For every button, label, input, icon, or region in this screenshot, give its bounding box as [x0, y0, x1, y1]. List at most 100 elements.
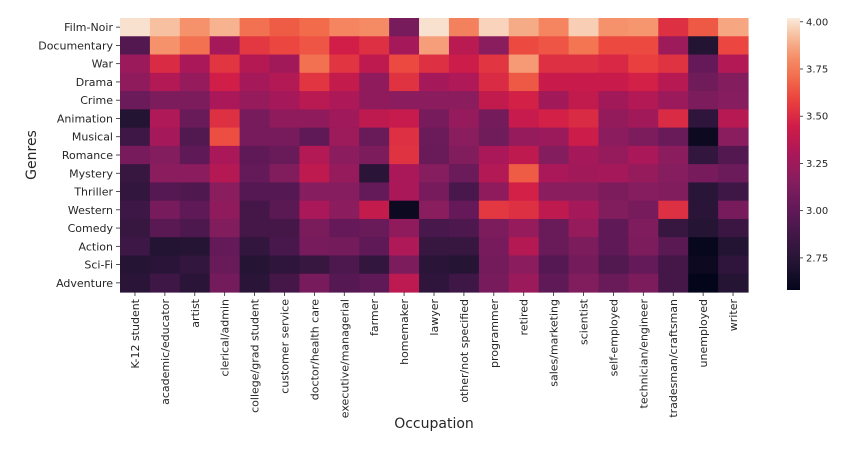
heatmap-cell	[628, 164, 659, 183]
heatmap-cell	[149, 182, 181, 202]
y-tick-label: Thriller	[73, 186, 113, 199]
heatmap-cell	[149, 109, 181, 129]
heatmap-cell	[239, 182, 271, 202]
heatmap-cell	[239, 255, 271, 275]
heatmap-cell	[508, 237, 540, 257]
x-tick-label: other/not specified	[458, 299, 471, 403]
heatmap-cell	[179, 182, 211, 202]
y-tick-label: Comedy	[68, 222, 114, 235]
heatmap-cell	[478, 54, 510, 74]
heatmap-cell	[239, 218, 271, 238]
heatmap-cell	[389, 127, 420, 147]
y-tick-label: Western	[68, 204, 113, 217]
y-tick-label: Romance	[62, 149, 113, 162]
heatmap-cell	[329, 164, 360, 183]
heatmap-cell	[359, 182, 390, 202]
x-tick-label: tradesman/craftsman	[667, 299, 680, 418]
heatmap-cell	[329, 54, 360, 74]
heatmap-cell	[359, 273, 390, 293]
heatmap-cell	[478, 200, 510, 220]
heatmap-cell	[179, 145, 211, 165]
heatmap-cell	[568, 145, 600, 165]
heatmap-cell	[149, 218, 181, 238]
heatmap-cell	[448, 127, 480, 147]
x-tick-label: programmer	[488, 299, 501, 368]
heatmap-cell	[568, 182, 600, 202]
heatmap-cell	[389, 237, 420, 257]
heatmap-cell	[329, 182, 360, 202]
heatmap-cell	[508, 273, 540, 293]
heatmap-cell	[478, 255, 510, 275]
heatmap-cell	[120, 36, 151, 56]
heatmap-cell	[209, 127, 241, 147]
heatmap-cell	[269, 145, 301, 165]
heatmap-cell	[628, 237, 659, 257]
heatmap-cell	[299, 273, 330, 293]
heatmap-cell	[209, 237, 241, 257]
heatmap-cell	[239, 200, 271, 220]
heatmap-cell	[299, 91, 330, 110]
heatmap-cell	[658, 200, 689, 220]
heatmap-cell	[239, 273, 271, 293]
heatmap-cell	[538, 91, 570, 110]
heatmap-cell	[628, 200, 659, 220]
heatmap-cell	[120, 237, 151, 257]
y-tick-label: Drama	[76, 76, 113, 89]
heatmap-cell	[419, 18, 450, 37]
heatmap-cell	[538, 218, 570, 238]
heatmap-cell	[269, 18, 301, 37]
y-tick-label: Musical	[72, 131, 113, 144]
heatmap-cell	[149, 237, 181, 257]
heatmap-cell	[718, 164, 749, 183]
x-tick-label: doctor/health care	[308, 299, 321, 400]
heatmap-cell	[389, 273, 420, 293]
heatmap-cells	[120, 18, 749, 293]
heatmap-cell	[718, 18, 749, 37]
heatmap-cell	[419, 164, 450, 183]
heatmap-cell	[269, 91, 301, 110]
heatmap-cell	[149, 273, 181, 293]
heatmap-cell	[299, 18, 330, 37]
heatmap-cell	[478, 18, 510, 37]
heatmap-cell	[448, 273, 480, 293]
heatmap-cell	[628, 218, 659, 238]
heatmap-cell	[538, 18, 570, 37]
heatmap-cell	[329, 218, 360, 238]
x-tick-label: academic/educator	[159, 299, 172, 405]
heatmap-cell	[179, 164, 211, 183]
heatmap-cell	[658, 218, 689, 238]
heatmap-cell	[688, 109, 719, 129]
heatmap-cell	[120, 145, 151, 165]
heatmap-cell	[478, 145, 510, 165]
heatmap-cell	[538, 273, 570, 293]
heatmap-cell	[299, 255, 330, 275]
heatmap-cell	[448, 164, 480, 183]
heatmap-cell	[628, 182, 659, 202]
heatmap-cell	[718, 182, 749, 202]
heatmap-cell	[688, 237, 719, 257]
heatmap-cell	[179, 273, 211, 293]
heatmap-cell	[568, 18, 600, 37]
heatmap-cell	[299, 145, 330, 165]
x-tick-label: executive/managerial	[338, 299, 351, 418]
heatmap-cell	[688, 255, 719, 275]
heatmap-cell	[598, 218, 629, 238]
heatmap-cell	[628, 18, 659, 37]
heatmap-cell	[209, 273, 241, 293]
heatmap-cell	[538, 54, 570, 74]
heatmap-cell	[658, 255, 689, 275]
heatmap-cell	[209, 54, 241, 74]
heatmap-cell	[299, 200, 330, 220]
x-tick-label: farmer	[368, 299, 381, 336]
heatmap-cell	[389, 91, 420, 110]
heatmap-cell	[209, 218, 241, 238]
heatmap-cell	[478, 109, 510, 129]
heatmap-cell	[688, 72, 719, 92]
heatmap-cell	[389, 182, 420, 202]
colorbar-tick-label: 3.75	[806, 65, 828, 76]
heatmap-cell	[688, 218, 719, 238]
heatmap-cell	[239, 237, 271, 257]
heatmap-cell	[329, 145, 360, 165]
heatmap-cell	[329, 237, 360, 257]
heatmap-cell	[628, 127, 659, 147]
